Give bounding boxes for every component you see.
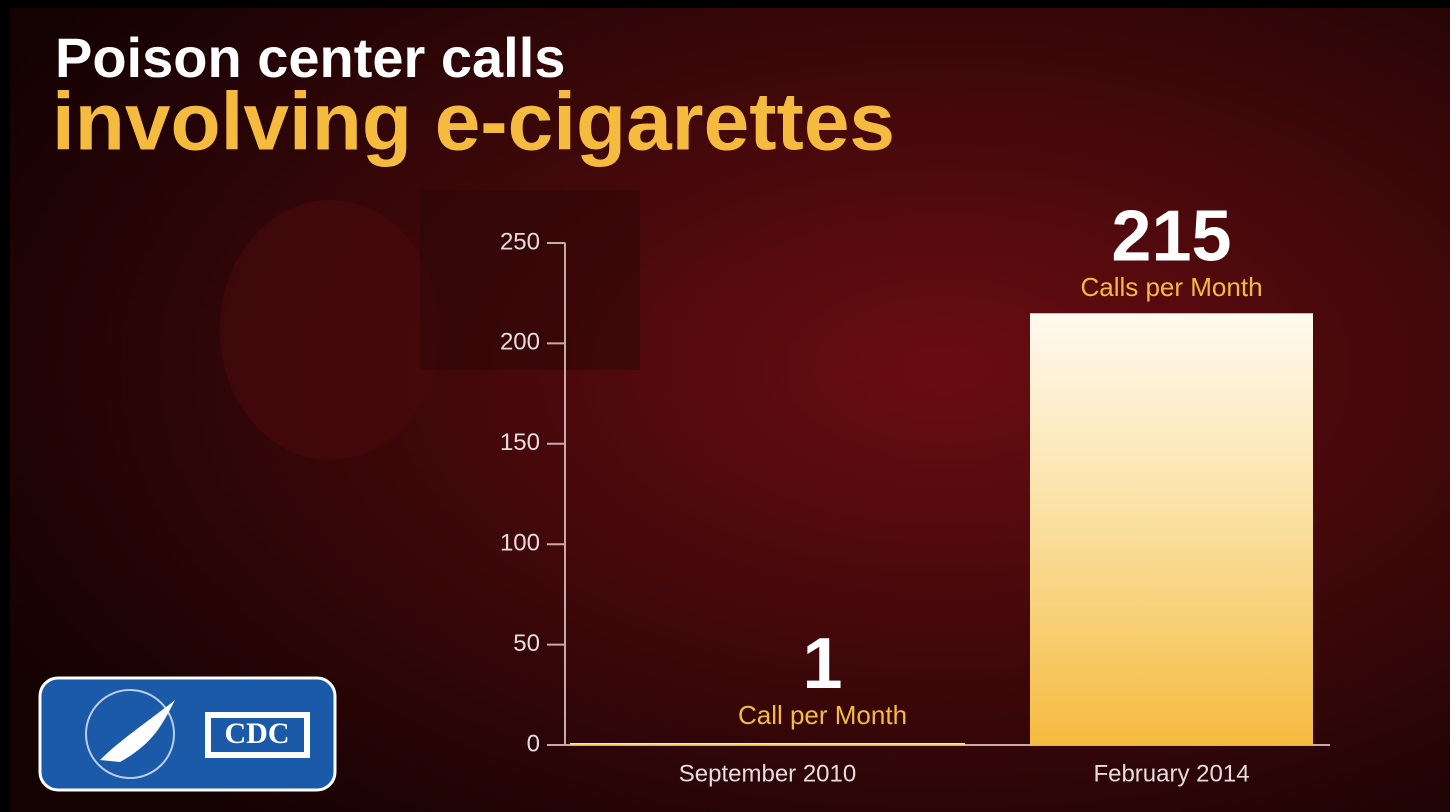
y-tick-label: 250	[500, 228, 540, 255]
value-caption: Call per Month	[738, 700, 907, 730]
value-label: 1	[802, 624, 842, 704]
logo: CDC	[40, 678, 335, 790]
y-tick-label: 100	[500, 530, 540, 557]
value-caption: Calls per Month	[1080, 272, 1262, 302]
y-tick-label: 0	[527, 730, 540, 757]
y-tick-label: 50	[513, 630, 540, 657]
x-tick-label: February 2014	[1093, 760, 1249, 787]
x-tick-label: September 2010	[679, 760, 856, 787]
bar	[570, 743, 965, 745]
y-tick-label: 200	[500, 329, 540, 356]
chart: Poison center calls involving e-cigarett…	[0, 0, 1450, 812]
bar	[1030, 313, 1313, 745]
value-label: 215	[1111, 196, 1231, 276]
logo-text: CDC	[225, 717, 290, 750]
page: Poison center calls involving e-cigarett…	[0, 0, 1450, 812]
photo-shadow	[220, 200, 440, 460]
y-tick-label: 150	[500, 429, 540, 456]
chart-subtitle: involving e-cigarettes	[52, 77, 895, 168]
